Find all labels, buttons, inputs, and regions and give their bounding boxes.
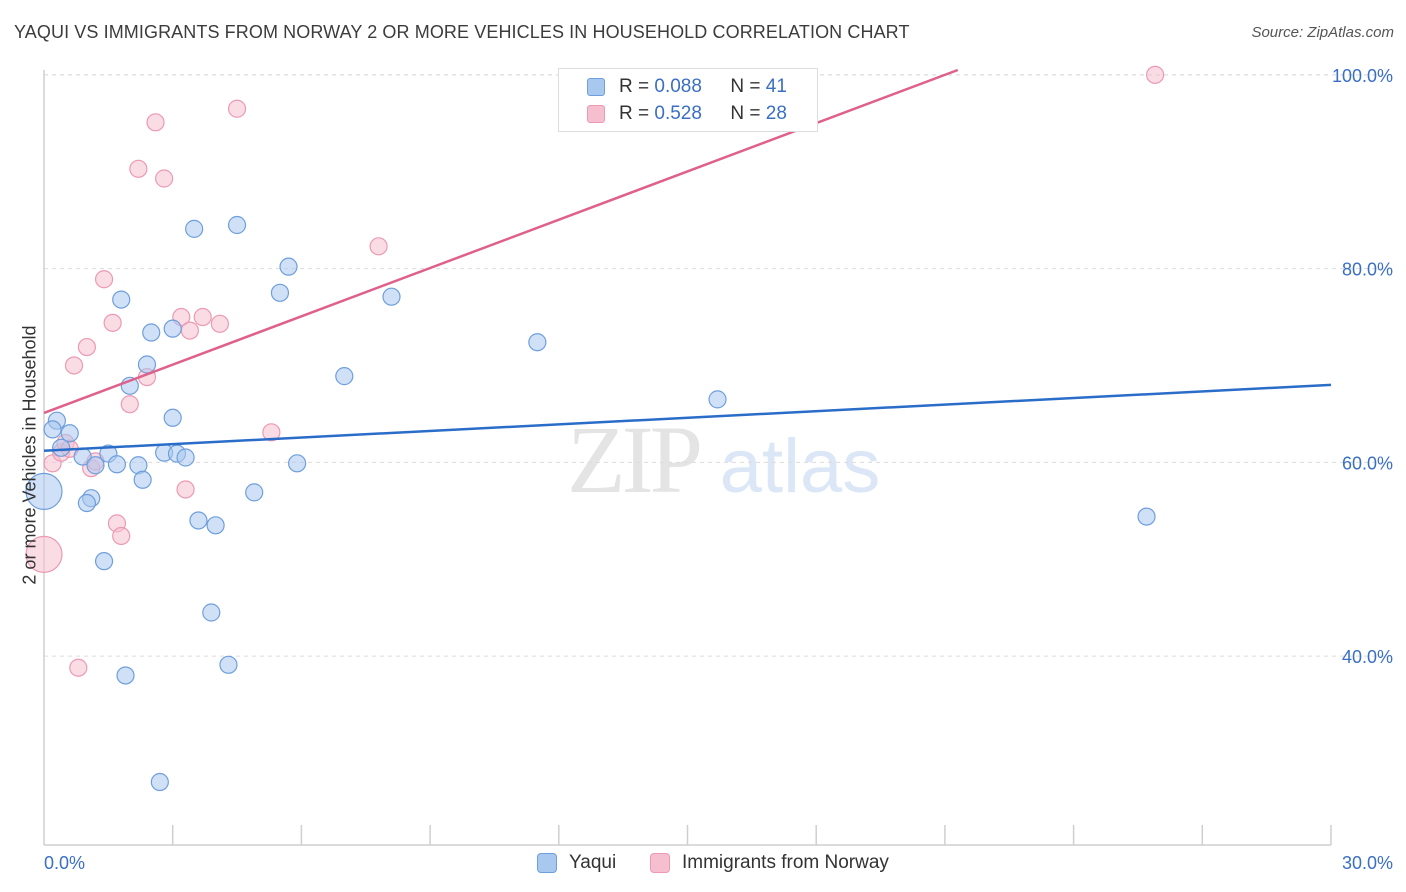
- data-point-yaqui: [52, 438, 71, 457]
- axes: [43, 70, 1332, 846]
- data-point-norway: [146, 113, 165, 132]
- legend-r-label: R =: [619, 103, 650, 124]
- data-point-yaqui: [1137, 507, 1156, 526]
- data-point-yaqui: [77, 493, 97, 513]
- data-point-yaqui: [202, 603, 221, 622]
- data-point-yaqui: [25, 472, 63, 511]
- legend-item-yaqui[interactable]: Yaqui: [537, 852, 616, 874]
- series-immigrants-from-norway: [25, 65, 1165, 677]
- data-point-yaqui: [185, 219, 204, 238]
- legend-r-label: R =: [619, 76, 650, 97]
- data-point-yaqui: [528, 333, 547, 352]
- data-point-norway: [94, 270, 114, 289]
- trend-line-yaqui: [43, 383, 1332, 452]
- data-point-norway: [25, 535, 63, 573]
- data-point-norway: [129, 159, 148, 178]
- tick-labels: 40.0% 60.0% 80.0% 100.0% 0.0% 30.0%: [44, 66, 1393, 873]
- data-point-norway: [210, 314, 229, 333]
- data-point-yaqui: [86, 456, 105, 475]
- x-tick-label: 0.0%: [44, 853, 85, 873]
- data-point-yaqui: [163, 408, 182, 427]
- trend-line-norway: [43, 68, 959, 415]
- data-point-yaqui: [112, 290, 131, 309]
- data-point-norway: [103, 313, 122, 332]
- data-point-yaqui: [163, 319, 182, 338]
- legend-row-yaqui: R = 0.088 N = 41: [587, 75, 787, 99]
- series-legend: Yaqui Immigrants from Norway: [0, 852, 1406, 878]
- data-point-norway: [1146, 65, 1165, 84]
- legend-row-norway: R = 0.528 N = 28: [587, 102, 787, 126]
- legend-swatch-norway: [587, 105, 605, 123]
- data-point-yaqui: [227, 215, 247, 235]
- legend-n-value: 28: [765, 103, 787, 124]
- y-tick-label: 40.0%: [1342, 647, 1393, 667]
- data-point-yaqui: [245, 483, 264, 502]
- data-point-yaqui: [116, 666, 135, 685]
- data-point-yaqui: [142, 323, 161, 342]
- legend-swatch-yaqui: [587, 78, 605, 96]
- y-tick-label: 60.0%: [1342, 453, 1393, 473]
- legend-n-value: 41: [765, 76, 787, 97]
- data-point-yaqui: [335, 367, 354, 386]
- legend-n-label: N =: [730, 76, 761, 97]
- data-point-norway: [77, 337, 97, 357]
- data-point-yaqui: [43, 420, 62, 439]
- data-point-norway: [64, 356, 84, 375]
- data-point-yaqui: [107, 455, 127, 474]
- data-point-yaqui: [94, 552, 114, 571]
- data-point-norway: [193, 307, 212, 327]
- grid: [44, 74, 1393, 657]
- data-point-yaqui: [137, 355, 157, 374]
- legend-swatch-yaqui: [537, 853, 557, 873]
- source-label: Source: ZipAtlas.com: [1251, 24, 1394, 41]
- data-point-yaqui: [206, 516, 225, 535]
- legend-item-norway[interactable]: Immigrants from Norway: [650, 852, 889, 874]
- legend-n-label: N =: [730, 103, 761, 124]
- data-point-yaqui: [270, 283, 290, 302]
- data-point-yaqui: [288, 454, 307, 473]
- data-point-norway: [69, 658, 88, 677]
- data-point-yaqui: [133, 470, 152, 489]
- data-point-yaqui: [189, 511, 208, 530]
- watermark: ZIP atlas: [567, 406, 880, 513]
- x-tick-label: 30.0%: [1342, 853, 1393, 873]
- data-point-norway: [262, 423, 281, 442]
- data-point-norway: [227, 99, 247, 118]
- legend-label-yaqui: Yaqui: [569, 852, 617, 873]
- data-point-norway: [180, 321, 199, 340]
- data-point-yaqui: [60, 424, 79, 443]
- data-point-norway: [176, 480, 195, 499]
- legend-r-value: 0.088: [654, 76, 702, 97]
- data-point-norway: [120, 395, 139, 414]
- stats-legend: R = 0.088 N = 41 R = 0.528 N = 28: [558, 68, 818, 132]
- data-point-norway: [155, 169, 174, 188]
- legend-swatch-norway: [650, 853, 670, 873]
- data-point-yaqui: [150, 772, 169, 792]
- watermark-atlas: atlas: [720, 424, 881, 509]
- data-point-yaqui: [219, 655, 238, 674]
- data-point-norway: [112, 526, 131, 546]
- data-point-yaqui: [708, 390, 727, 409]
- legend-label-norway: Immigrants from Norway: [682, 852, 889, 873]
- chart-title: YAQUI VS IMMIGRANTS FROM NORWAY 2 OR MOR…: [14, 22, 910, 42]
- y-axis-label: 2 or more Vehicles in Household: [19, 325, 40, 585]
- y-tick-label: 100.0%: [1332, 66, 1393, 86]
- data-point-yaqui: [176, 448, 195, 467]
- data-point-yaqui: [279, 257, 298, 276]
- legend-r-value: 0.528: [654, 103, 702, 124]
- data-point-yaqui: [382, 287, 401, 306]
- y-tick-label: 80.0%: [1342, 260, 1393, 280]
- data-point-norway: [369, 237, 388, 256]
